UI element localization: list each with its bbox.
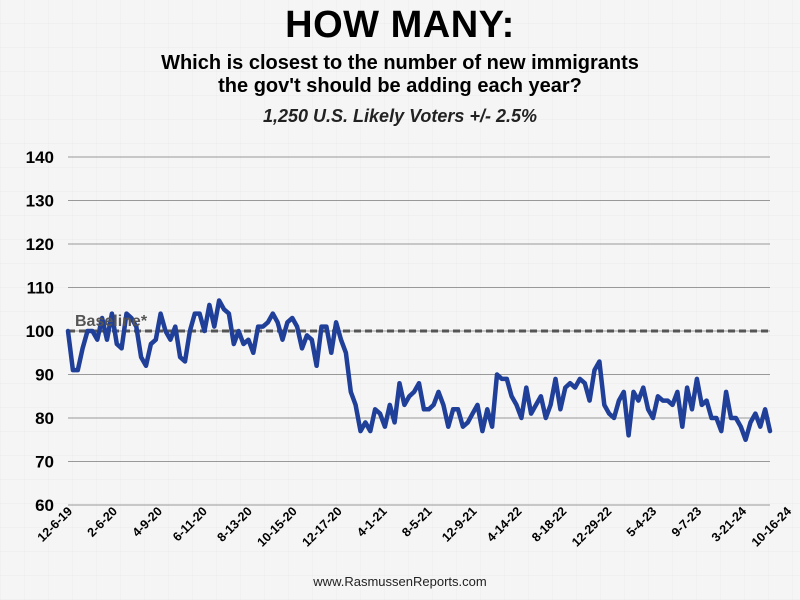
baseline-label: Baseline* — [75, 313, 148, 330]
x-tick-label: 10-16-24 — [749, 504, 794, 549]
y-axis-ticks: 60 70 80 90 100 110 120 130 140 — [26, 148, 54, 515]
x-tick-label: 8-5-21 — [399, 504, 434, 539]
y-tick-label: 70 — [35, 453, 54, 472]
x-tick-label: 2-6-20 — [85, 504, 120, 539]
y-tick-label: 90 — [35, 366, 54, 385]
x-tick-label: 4-14-22 — [484, 504, 524, 544]
y-tick-label: 60 — [35, 496, 54, 515]
x-tick-label: 12-29-22 — [569, 504, 614, 549]
subtitle-line-1: Which is closest to the number of new im… — [161, 52, 639, 74]
x-axis-ticks: 12-6-19 2-6-20 4-9-20 6-11-20 8-13-20 10-15-2… — [35, 504, 794, 549]
x-tick-label: 4-9-20 — [130, 504, 165, 539]
y-tick-label: 130 — [26, 192, 54, 211]
y-tick-label: 120 — [26, 235, 54, 254]
x-tick-label: 8-13-20 — [214, 504, 254, 544]
y-tick-label: 110 — [27, 279, 54, 298]
subtitle-line-2: the gov't should be adding each year? — [218, 75, 582, 97]
series-layer: Baseline* — [65, 298, 773, 443]
y-tick-label: 80 — [35, 409, 54, 428]
x-tick-label: 10-15-20 — [255, 504, 300, 549]
x-tick-label: 3-21-24 — [709, 504, 749, 544]
chart-subtitle: Which is closest to the number of new im… — [0, 52, 800, 98]
x-tick-label: 6-11-20 — [170, 504, 210, 544]
sample-note: 1,250 U.S. Likely Voters +/- 2.5% — [263, 106, 537, 126]
source-footer: www.RasmussenReports.com — [313, 574, 487, 589]
y-tick-label: 140 — [26, 148, 54, 167]
y-tick-label: 100 — [26, 322, 54, 341]
series-line — [65, 298, 773, 443]
x-tick-label: 4-1-21 — [354, 504, 389, 539]
x-tick-label: 12-17-20 — [299, 504, 344, 549]
x-tick-label: 9-7-23 — [669, 504, 704, 539]
x-tick-label: 12-9-21 — [439, 504, 479, 544]
chart-title: HOW MANY: — [285, 4, 515, 46]
x-tick-label: 5-4-23 — [624, 504, 659, 539]
x-tick-label: 8-18-22 — [529, 504, 569, 544]
